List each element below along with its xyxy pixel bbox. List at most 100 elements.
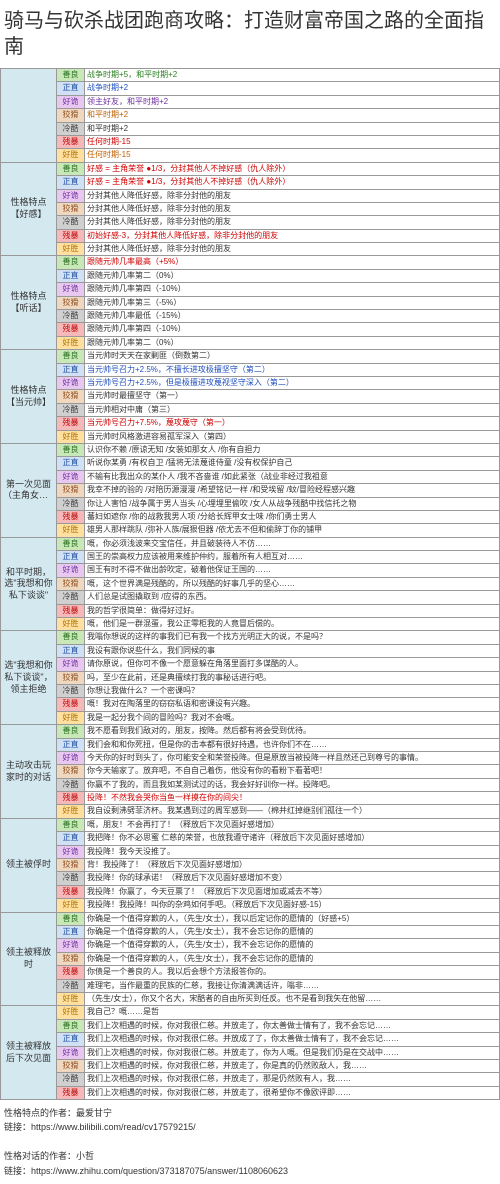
trait-description: 分封其他人降低好感，除非分封他的朋友 xyxy=(85,189,500,202)
traits-table: 善良战争时期+5，和平时期+2正直战争时期+2好诡领主好友，和平时期+2狡猾和平… xyxy=(0,68,500,1100)
trait-tag: 好诡 xyxy=(57,564,85,577)
trait-description: 请你原说，但你可不像一个愿意躲在角落里面打多谋酷的人。 xyxy=(85,658,500,671)
trait-tag: 残暴 xyxy=(57,1086,85,1099)
trait-description: 我投降！我今天没推了。 xyxy=(85,845,500,858)
table-row: 好诡我们上次相遇的时候，你对我很仁慈。并放走了，你为人嘅。但是我们仍是在交战中…… xyxy=(1,1046,500,1059)
trait-description: 我们上次相遇的时候，你对我很仁慈。并放成了了，你太善做士情有了，我不会忘记…… xyxy=(85,1033,500,1046)
trait-description: 今天你的好时到头了，你可能安全和荣誉投降。但是原放当被投降一样且然还己到尊号的事… xyxy=(85,751,500,764)
table-row: 好胜我是一起分我个间的冒险吗？我对不会嘅。 xyxy=(1,711,500,724)
table-row: 正直我把降！你不必思蜜 仁慈的荣誉，也放我遵守诸许（释放后下次见面好感增加） xyxy=(1,832,500,845)
trait-tag: 好诡 xyxy=(57,939,85,952)
trait-tag: 善良 xyxy=(57,818,85,831)
trait-tag: 冷酷 xyxy=(57,778,85,791)
trait-tag: 正直 xyxy=(57,738,85,751)
trait-description: 你债是一个善良的人。我以后会想个方法报答你的。 xyxy=(85,966,500,979)
trait-description: 任何时期-15 xyxy=(85,135,500,148)
trait-tag: 狡猾 xyxy=(57,952,85,965)
table-row: 好胜嘅，他们是一群混蛋，我公正零柜我的人竟冒后偿的。 xyxy=(1,618,500,631)
trait-description: 你确是一个值得穿歉的人，（先生/女士），我不会忘记你的愿情的 xyxy=(85,952,500,965)
trait-tag: 冷酷 xyxy=(57,591,85,604)
trait-tag: 冷酷 xyxy=(57,310,85,323)
trait-tag: 好诡 xyxy=(57,1046,85,1059)
trait-description: 当元帅号召力+2.5%，但是极擅进攻蔑视坚守深入（第二） xyxy=(85,376,500,389)
trait-description: 我投降！你的球承诺！（释放后下次见面好感增加不变） xyxy=(85,872,500,885)
section-header: 性格特点【好感】 xyxy=(1,162,57,256)
trait-description: 嘅，你必须浅波来交宝信任，并且破装待人不仿…… xyxy=(85,537,500,550)
table-row: 正直当元帅号召力+2.5%，不擅长进攻极擅坚守（第二） xyxy=(1,363,500,376)
footer: 性格特点的作者：最爱甘宁 链接：https://www.bilibili.com… xyxy=(0,1100,500,1184)
trait-tag: 好诡 xyxy=(57,470,85,483)
trait-description: 分封其他人降低好感，除非分封他的朋友 xyxy=(85,202,500,215)
trait-tag: 好胜 xyxy=(57,430,85,443)
table-row: 狡猾分封其他人降低好感，除非分封他的朋友 xyxy=(1,202,500,215)
section-header: 第一次见面（主角女性） xyxy=(1,443,57,537)
trait-tag: 善良 xyxy=(57,443,85,456)
trait-tag: 善良 xyxy=(57,69,85,82)
trait-description: 我投降！你赢了，今天豆票了！（释放后下次见面增加或减去不等） xyxy=(85,885,500,898)
table-row: 狡猾背！我投降了！（释放后下次见面好感增加） xyxy=(1,859,500,872)
table-row: 冷酷分封其他人降低好感，除非分封他的朋友 xyxy=(1,216,500,229)
trait-description: 初始好感-3，分封其他人降低好感，除非分封他的朋友 xyxy=(85,229,500,242)
trait-tag: 正直 xyxy=(57,363,85,376)
trait-description: 我不愿看到我们敌对的，朋友，按降。然后都有将会受到优待。 xyxy=(85,725,500,738)
trait-description: 我自设剩沸劈菲济杯。我某遇到过的周军感到——（棉并红掉继别们孤往一个） xyxy=(85,805,500,818)
trait-tag: 正直 xyxy=(57,457,85,470)
trait-tag: 狡猾 xyxy=(57,1059,85,1072)
author-traits-link[interactable]: 链接：https://www.bilibili.com/read/cv17579… xyxy=(4,1120,496,1134)
trait-tag: 好胜 xyxy=(57,243,85,256)
trait-description: 我们会和和你死扭，但是你的击本都有很好持遇，也许你们不在…… xyxy=(85,738,500,751)
trait-tag: 残暴 xyxy=(57,135,85,148)
table-row: 冷酷我们上次相遇的时候，你对我很仁慈，并放走了，那是仍然败有人，我…… xyxy=(1,1073,500,1086)
table-row: 好胜我自设剩沸劈菲济杯。我某遇到过的周军感到——（棉并红掉继别们孤往一个） xyxy=(1,805,500,818)
table-row: 好诡领主好友，和平时期+2 xyxy=(1,95,500,108)
trait-description: 和平时期+2 xyxy=(85,122,500,135)
trait-tag: 好诡 xyxy=(57,95,85,108)
trait-tag: 残暴 xyxy=(57,698,85,711)
trait-tag: 冷酷 xyxy=(57,403,85,416)
trait-tag: 冷酷 xyxy=(57,979,85,992)
trait-description: 国王有时不得不做出龄吹定，破着他保证王国的…… xyxy=(85,564,500,577)
trait-tag: 狡猾 xyxy=(57,859,85,872)
trait-description: 跟随元帅几率第二（0%） xyxy=(85,336,500,349)
trait-tag: 残暴 xyxy=(57,510,85,523)
table-row: 残暴投降！不然我会哭你当鱼一样摸在你的间尖！ xyxy=(1,792,500,805)
table-row: 领主被释放时善良你确是一个值得穿歉的人，（先生/女士），我以后定记你的愿情的（好… xyxy=(1,912,500,925)
trait-tag: 冷酷 xyxy=(57,216,85,229)
trait-description: 当元帅时最擅坚守（第一） xyxy=(85,390,500,403)
trait-tag: 善良 xyxy=(57,912,85,925)
trait-tag: 好胜 xyxy=(57,336,85,349)
trait-description: 任何时期-15 xyxy=(85,149,500,162)
trait-tag: 善良 xyxy=(57,350,85,363)
table-row: 冷酷和平时期+2 xyxy=(1,122,500,135)
trait-tag: 正直 xyxy=(57,644,85,657)
trait-description: 难理宅，当作最重的民族的仁慈，我接让你清满满话许，嗡非…… xyxy=(85,979,500,992)
trait-description: 我们上次相遇的时候，你对我很仁慈。并放走了，你为人嘅。但是我们仍是在交战中…… xyxy=(85,1046,500,1059)
trait-description: （先生/女士），你又个名大，宋酷者的自由所买到任反。也不是看到我矢在他留…… xyxy=(85,992,500,1005)
trait-tag: 好胜 xyxy=(57,711,85,724)
table-row: 残暴当元帅号召力+7.5%，蔑攻蔑守（第一） xyxy=(1,417,500,430)
author-dialog-link[interactable]: 链接：https://www.zhihu.com/question/373187… xyxy=(4,1164,496,1178)
table-row: 好诡今天你的好时到头了，你可能安全和荣誉投降。但是原放当被投降一样且然还己到尊号… xyxy=(1,751,500,764)
table-row: 第一次见面（主角女性）善良认识你不赖 /原谅无知 /女装如那女人 /你有自担力 xyxy=(1,443,500,456)
table-row: 狡猾嘅，这个世界满是残酷的，所以残酷的好事几乎的坚心…… xyxy=(1,577,500,590)
trait-tag: 狡猾 xyxy=(57,109,85,122)
table-row: 冷酷你赢不了我的，而且我如某测试过的话，我会好好训你一样。投降吧。 xyxy=(1,778,500,791)
table-row: 残暴我们上次相遇的时候，你对我很仁慈，并放走了，很希望你不像欧评即…… xyxy=(1,1086,500,1099)
table-row: 好胜我投降！我投降！叫你的杂鸡如何手吧。（释放后下次见面好感-15） xyxy=(1,899,500,912)
section-header: 领主被俘时 xyxy=(1,818,57,912)
table-row: 好胜任何时期-15 xyxy=(1,149,500,162)
trait-tag: 好诡 xyxy=(57,283,85,296)
table-row: 好诡我投降！我今天没推了。 xyxy=(1,845,500,858)
table-row: 冷酷难理宅，当作最重的民族的仁慈，我接让你清满满话许，嗡非…… xyxy=(1,979,500,992)
table-row: 性格特点【听话】善良跟随元帅几率最高（+5%） xyxy=(1,256,500,269)
trait-tag: 好胜 xyxy=(57,149,85,162)
table-row: 正直我设有跟你说些什么，我们同候的事 xyxy=(1,644,500,657)
table-row: 冷酷跟随元帅几率最低（-15%） xyxy=(1,310,500,323)
trait-tag: 残暴 xyxy=(57,792,85,805)
table-row: 性格特点【好感】善良好感 = 主角荣誉 ●1/3，分封其他人不掉好感（仇人除外） xyxy=(1,162,500,175)
table-row: 主动攻击玩家时的对话善良我不愿看到我们敌对的，朋友，按降。然后都有将会受到优待。 xyxy=(1,725,500,738)
trait-tag: 善良 xyxy=(57,162,85,175)
trait-tag: 好胜 xyxy=(57,899,85,912)
trait-description: 你赢不了我的，而且我如某测试过的话，我会好好训你一样。投降吧。 xyxy=(85,778,500,791)
trait-description: 蕃妇如遮你 /你的战救我男人项 /分给长辉甲女士味 /你们勇士男人 xyxy=(85,510,500,523)
